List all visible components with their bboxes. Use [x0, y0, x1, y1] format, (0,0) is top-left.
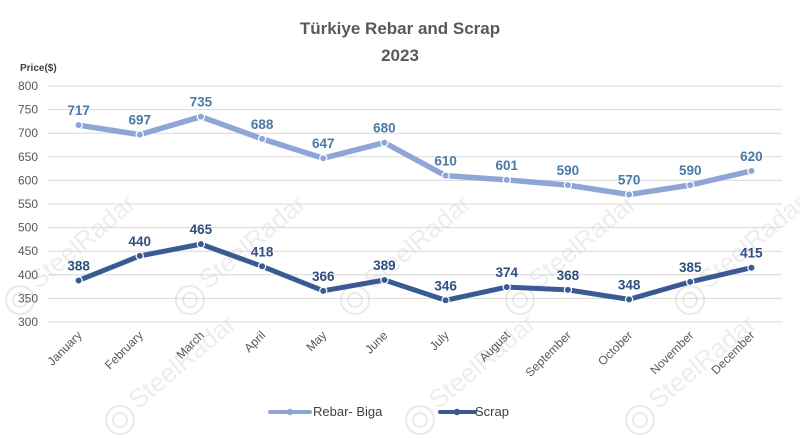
- watermark-ring: [405, 405, 435, 435]
- y-axis: 300 350 400 450 500 550 600 650 700 750 800: [18, 79, 38, 329]
- y-tick-label: 750: [18, 103, 38, 117]
- data-label: 590: [679, 163, 702, 178]
- series-line-rebar: [75, 113, 755, 198]
- data-label: 366: [312, 269, 335, 284]
- watermark-ring: [512, 292, 528, 308]
- legend-rebar-label: Rebar- Biga: [313, 404, 383, 419]
- data-point: [257, 262, 267, 271]
- y-tick-label: 550: [18, 197, 38, 211]
- y-tick-label: 450: [18, 244, 38, 258]
- data-label: 388: [67, 258, 90, 273]
- data-point: [563, 285, 573, 295]
- data-label: 590: [557, 163, 580, 178]
- data-label: 389: [373, 258, 396, 273]
- data-label: 415: [740, 246, 763, 261]
- x-tick-label: July: [427, 328, 452, 353]
- data-point: [563, 180, 573, 190]
- data-point: [196, 239, 206, 249]
- y-axis-label: Price($): [20, 63, 57, 74]
- watermark-ring: [105, 405, 135, 435]
- watermark-mark: SteelRadar: [625, 308, 762, 435]
- watermark-ring: [347, 292, 363, 308]
- data-label: 610: [434, 154, 457, 169]
- watermark-ring: [340, 285, 370, 315]
- watermark-ring: [625, 405, 655, 435]
- legend-rebar-marker: [286, 408, 294, 416]
- y-tick-label: 600: [18, 173, 38, 187]
- watermark-ring: [682, 292, 698, 308]
- data-point: [686, 180, 695, 190]
- data-point: [747, 166, 756, 176]
- y-tick-label: 500: [18, 221, 38, 235]
- data-point: [135, 130, 144, 139]
- data-point: [196, 112, 206, 121]
- chart-subtitle: 2023: [381, 46, 419, 65]
- legend-scrap-marker: [453, 408, 461, 416]
- data-point: [257, 134, 267, 144]
- watermark-ring: [175, 285, 205, 315]
- y-tick-label: 650: [18, 150, 38, 164]
- data-point: [74, 276, 83, 285]
- data-label: 348: [618, 277, 641, 292]
- watermark-layer: SteelRadar SteelRadar SteelRadar SteelRadar…: [5, 188, 800, 435]
- data-label: 570: [618, 173, 641, 188]
- y-tick-label: 350: [18, 291, 38, 305]
- data-point: [624, 295, 634, 304]
- x-tick-label: May: [303, 328, 329, 354]
- series-layer: [74, 112, 756, 305]
- watermark-ring: [12, 292, 28, 308]
- data-label: 735: [190, 95, 213, 110]
- x-tick-label: June: [362, 328, 391, 357]
- legend-scrap-label: Scrap: [475, 404, 509, 419]
- data-point: [686, 277, 695, 287]
- data-label: 680: [373, 121, 396, 136]
- y-tick-label: 800: [18, 79, 38, 93]
- data-label: 346: [434, 278, 457, 293]
- watermark-mark: SteelRadar: [405, 308, 542, 435]
- watermark-ring: [632, 412, 648, 428]
- data-label: 688: [251, 117, 274, 132]
- y-tick-label: 700: [18, 126, 38, 140]
- watermark-mark: SteelRadar: [105, 308, 242, 435]
- data-point: [502, 282, 511, 292]
- data-point: [747, 263, 756, 272]
- data-point: [380, 138, 389, 147]
- data-point: [502, 175, 511, 185]
- data-label: 647: [312, 136, 335, 151]
- x-tick-label: February: [102, 328, 146, 372]
- data-labels: 717 697 735 688 647 680 610 601 590 570 590 620 388 4…: [67, 95, 763, 294]
- data-label: 418: [251, 244, 274, 259]
- watermark-ring: [112, 412, 128, 428]
- data-point: [441, 296, 450, 305]
- data-label: 374: [495, 265, 518, 280]
- data-point: [319, 286, 328, 296]
- data-label: 697: [128, 113, 151, 128]
- watermark-ring: [182, 292, 198, 308]
- y-tick-label: 300: [18, 315, 38, 329]
- x-tick-label: October: [595, 328, 635, 368]
- data-label: 440: [128, 234, 151, 249]
- data-point: [380, 275, 389, 285]
- data-label: 620: [740, 149, 763, 164]
- legend: Rebar- Biga Scrap: [268, 404, 509, 419]
- watermark-ring: [5, 285, 35, 315]
- data-point: [624, 190, 634, 199]
- data-label: 717: [67, 103, 90, 118]
- watermark-ring: [412, 412, 428, 428]
- x-tick-label: April: [241, 328, 268, 355]
- data-point: [319, 154, 328, 163]
- watermark-ring: [675, 285, 705, 315]
- data-point: [135, 251, 144, 261]
- chart-title: Türkiye Rebar and Scrap: [300, 19, 500, 38]
- x-tick-label: January: [45, 328, 85, 368]
- data-label: 601: [495, 158, 518, 173]
- series-line-scrap: [76, 241, 754, 303]
- data-label: 385: [679, 260, 702, 275]
- data-label: 465: [190, 222, 213, 237]
- data-label: 368: [557, 268, 580, 283]
- y-tick-label: 400: [18, 268, 38, 282]
- data-point: [441, 171, 450, 180]
- data-point: [74, 120, 83, 130]
